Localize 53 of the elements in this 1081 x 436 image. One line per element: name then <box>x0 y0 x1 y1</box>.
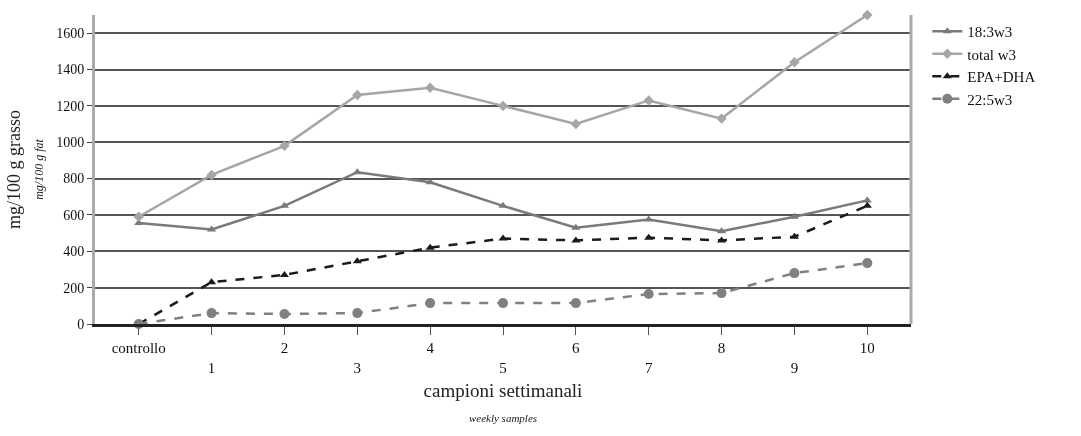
x-tick-label: 9 <box>790 359 799 376</box>
y-tick-label: 200 <box>63 280 85 296</box>
point <box>789 268 800 279</box>
text: mg/100 g fat <box>32 138 47 200</box>
y-tick-label: 800 <box>63 171 85 187</box>
point <box>279 309 290 319</box>
x-tick-label: 4 <box>426 340 435 356</box>
point <box>789 57 800 68</box>
point <box>570 298 581 309</box>
text: weekly samples <box>468 412 538 424</box>
point <box>644 233 654 240</box>
x-tick-label: controllo <box>111 340 166 356</box>
x-axis-title: campioni settimanali <box>423 380 583 402</box>
x-tick-label: 8 <box>717 340 726 356</box>
point <box>352 89 363 101</box>
point <box>716 113 727 124</box>
point <box>352 308 363 319</box>
legend-label: 22:5w3 <box>967 91 1013 108</box>
x-tick-label: 3 <box>353 359 362 376</box>
point <box>571 223 581 230</box>
point <box>643 95 654 106</box>
point <box>862 9 873 21</box>
legend-label: 18:3w3 <box>967 24 1013 41</box>
y-tick-label: 600 <box>63 207 85 223</box>
y-tick-label: 1600 <box>56 26 85 42</box>
point <box>206 308 217 319</box>
point <box>425 298 436 309</box>
y-tick-label: 400 <box>63 244 85 260</box>
point <box>862 201 872 208</box>
x-tick-label: 10 <box>859 340 875 356</box>
point <box>206 169 217 181</box>
legend-label: total w3 <box>967 46 1017 63</box>
y-tick-label: 1400 <box>56 62 85 78</box>
point <box>133 211 144 222</box>
point <box>643 289 654 300</box>
y-axis-title: mg/100 g grasso <box>4 110 24 229</box>
x-tick-label: 5 <box>499 359 507 376</box>
point <box>279 140 290 152</box>
point <box>862 258 873 269</box>
x-tick-label: 1 <box>207 359 216 376</box>
x-tick-label: 7 <box>644 359 653 376</box>
point <box>497 100 509 112</box>
x-tick-label: 6 <box>572 340 581 356</box>
y-tick-label: 1200 <box>56 98 85 114</box>
point <box>498 298 508 309</box>
legend-label: EPA+DHA <box>967 69 1036 86</box>
y-tick-label: 0 <box>77 316 85 332</box>
y-tick-label: 1000 <box>56 135 85 151</box>
point <box>716 288 727 299</box>
point <box>425 243 435 250</box>
x-tick-label: 2 <box>280 340 289 356</box>
point <box>570 118 582 130</box>
point <box>498 234 508 241</box>
